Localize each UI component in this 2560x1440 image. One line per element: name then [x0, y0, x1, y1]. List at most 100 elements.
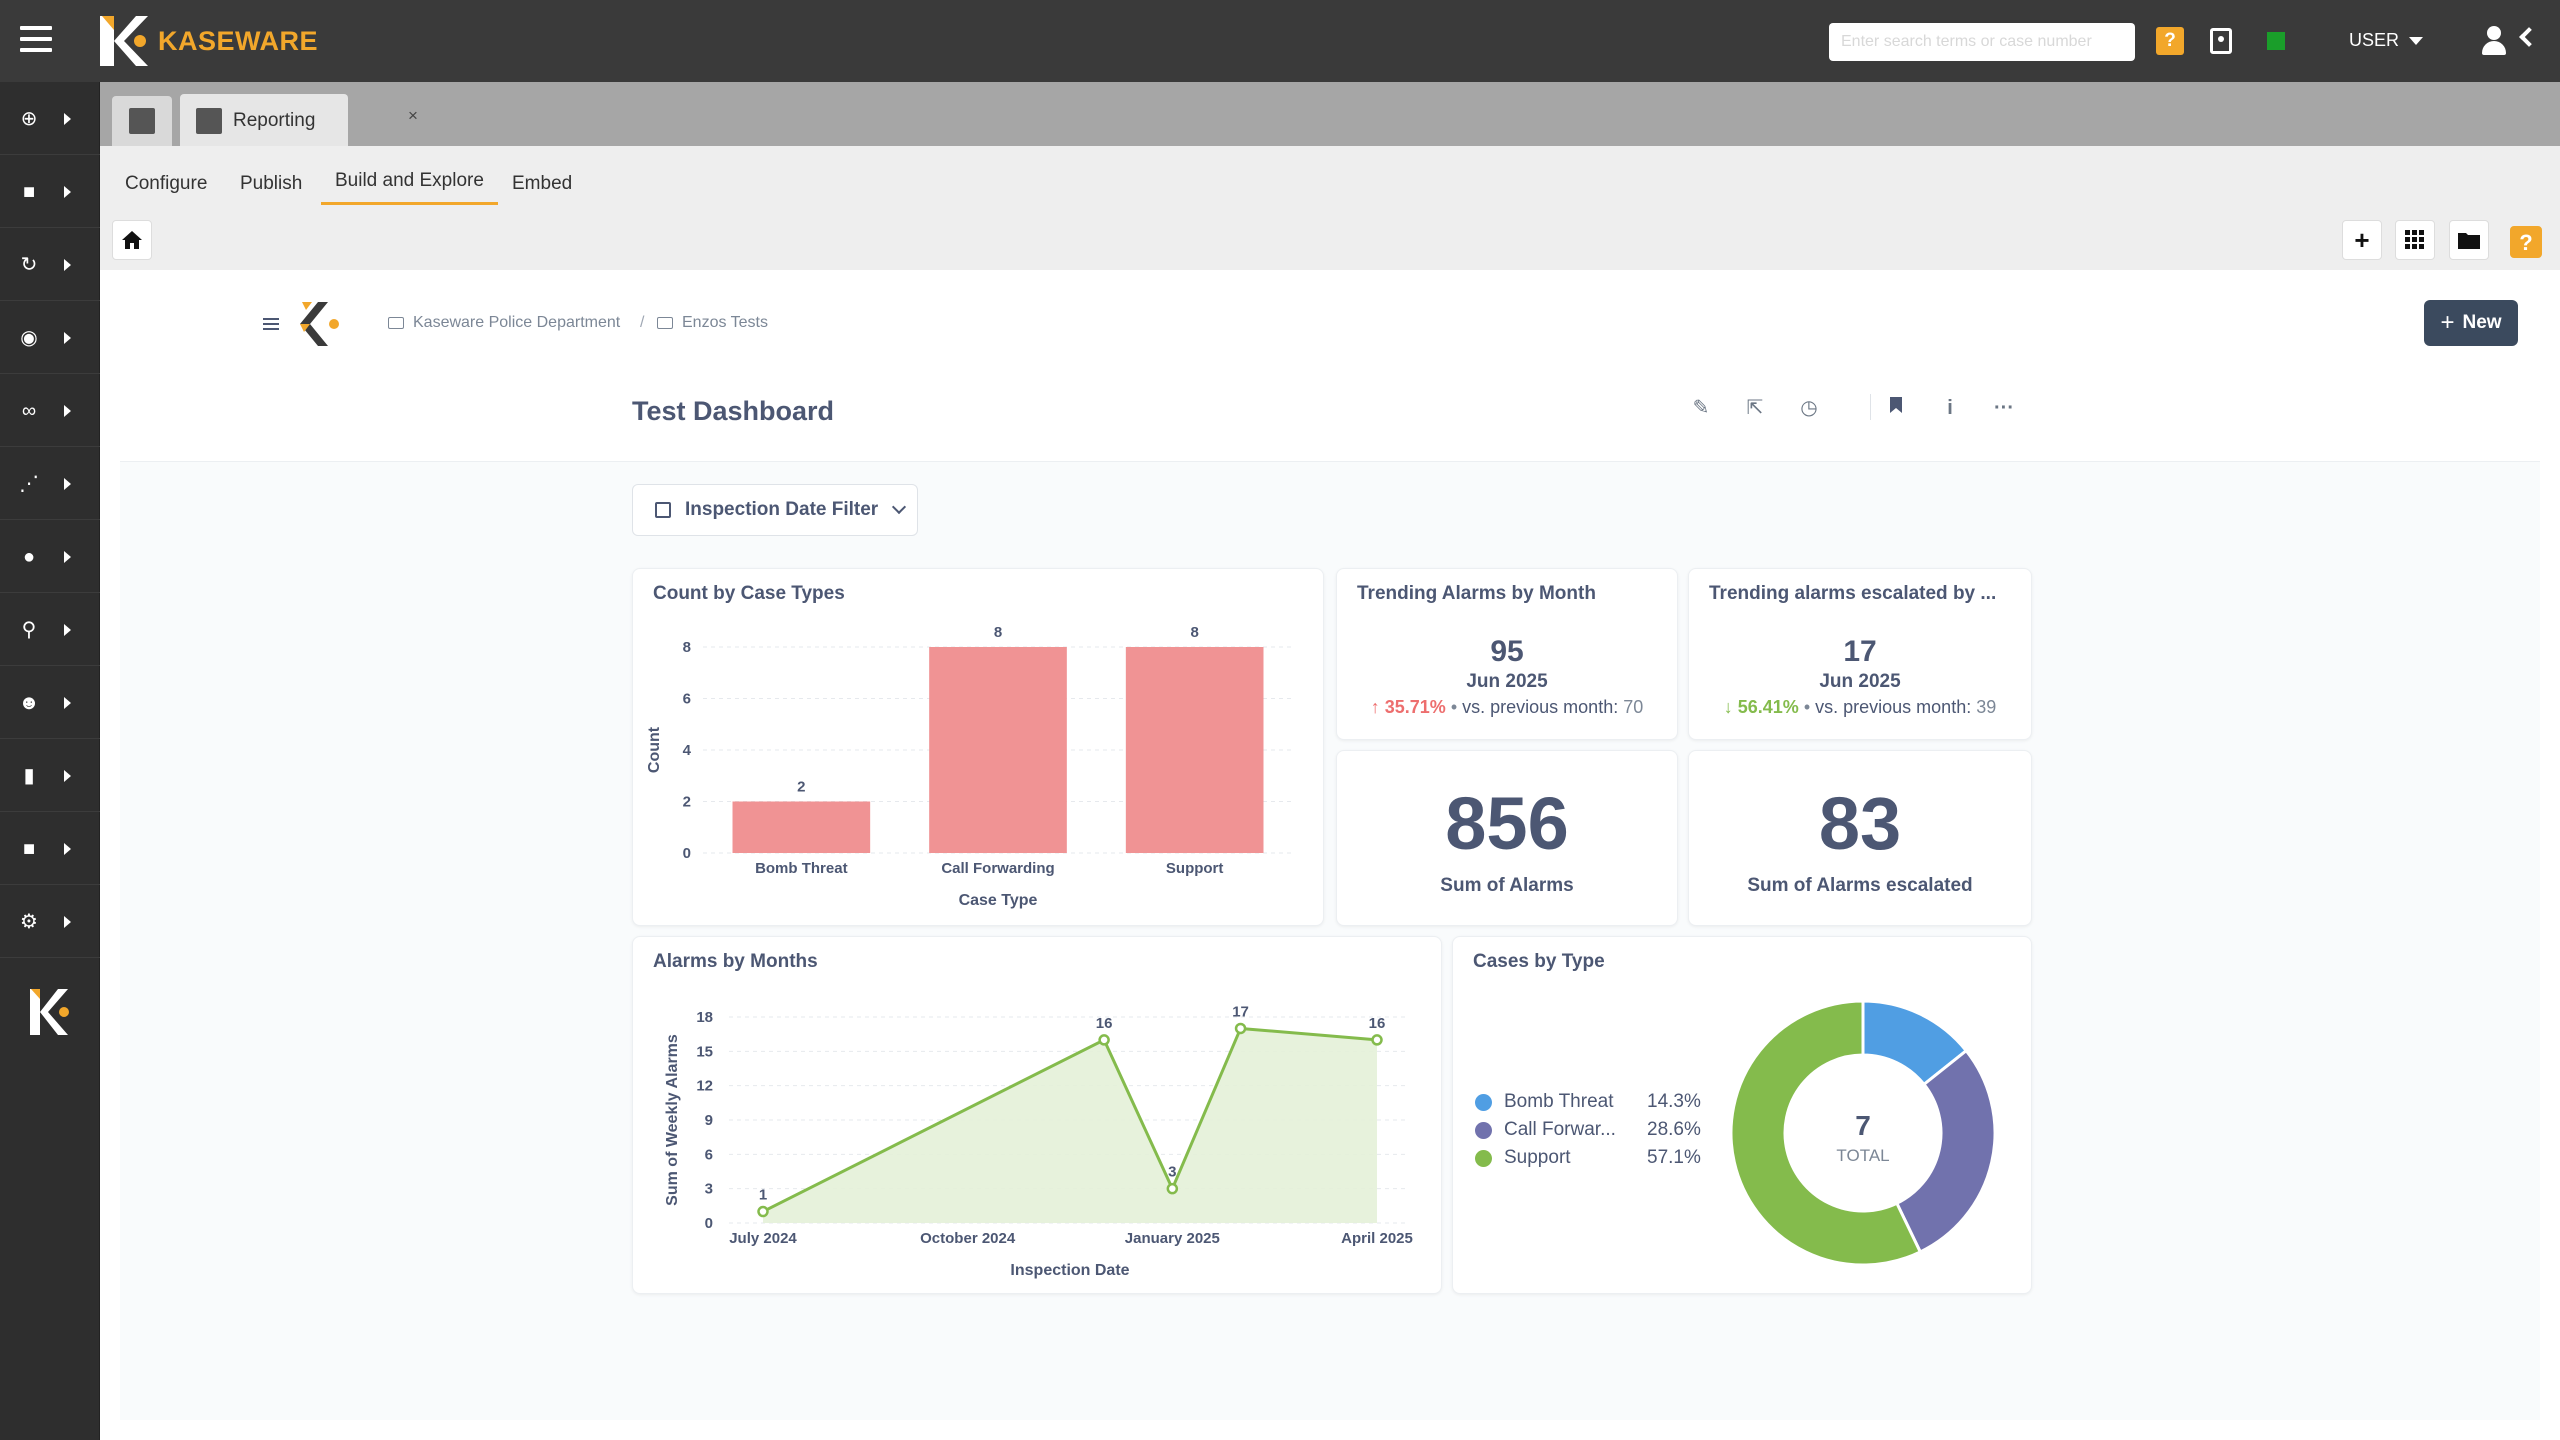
- report-content: Kaseware Police Department / Enzos Tests…: [100, 270, 2560, 1440]
- inspection-date-filter[interactable]: Inspection Date Filter: [632, 484, 918, 536]
- area-fill: [763, 1028, 1377, 1223]
- dashboard-title: Test Dashboard: [632, 396, 835, 426]
- data-point: [1098, 1034, 1110, 1046]
- sidebar-item-investigation[interactable]: ∞: [0, 374, 100, 447]
- square-icon: ■: [22, 838, 36, 860]
- file-icon: ▮: [23, 765, 35, 787]
- help-icon[interactable]: ?: [2156, 27, 2184, 55]
- tab-embed[interactable]: Embed: [512, 173, 573, 194]
- sidebar-item-refresh[interactable]: ↻: [0, 228, 100, 301]
- gears-icon: ⚙: [20, 911, 38, 933]
- bookmark-icon[interactable]: [1884, 396, 1908, 420]
- area-chart: 0 3 6 9 12 15 18 1 16 3 17 16 July 2024 October 2024 J…: [664, 1003, 1413, 1279]
- y-tick-label: 3: [705, 1181, 713, 1198]
- card-title: Trending Alarms by Month: [1357, 583, 1596, 604]
- tab-build-and-explore[interactable]: Build and Explore: [321, 170, 498, 205]
- trend-value: 17: [1843, 635, 1877, 668]
- dot-separator: •: [1450, 697, 1463, 717]
- sidebar-item-broadcast[interactable]: ◉: [0, 301, 100, 374]
- legend-item-call-forwarding[interactable]: Call Forwar...: [1475, 1119, 1616, 1141]
- help-button[interactable]: ?: [2510, 226, 2542, 258]
- nav-toggle-icon[interactable]: [263, 318, 279, 330]
- bar: [732, 801, 871, 853]
- folder-button[interactable]: [2449, 220, 2489, 260]
- user-profile-icon[interactable]: [2480, 26, 2508, 56]
- more-options-icon[interactable]: ···: [1994, 397, 2014, 419]
- card-sum-of-alarms-escalated[interactable]: 83 Sum of Alarms escalated: [1688, 750, 2032, 926]
- tab-configure[interactable]: Configure: [125, 173, 208, 194]
- new-button-label: New: [2462, 312, 2502, 333]
- history-clock-icon[interactable]: ◷: [1800, 397, 1818, 419]
- data-point: [1234, 1022, 1247, 1035]
- sidebar-item-link-analysis[interactable]: ⋰: [0, 447, 100, 520]
- folder-icon: [388, 317, 404, 329]
- tab-publish[interactable]: Publish: [240, 173, 303, 194]
- add-button[interactable]: +: [2342, 220, 2382, 260]
- card-count-by-case-types[interactable]: Count by Case Types 0 2 4 6 8 2 Bomb Threat 8 Ca…: [632, 568, 1324, 926]
- donut-slice: [1894, 1048, 1997, 1254]
- dashboard-canvas: Inspection Date Filter Count by Case Typ…: [120, 462, 2540, 1420]
- brand-logo[interactable]: KASEWARE: [98, 14, 318, 68]
- scalar-label: Sum of Alarms: [1440, 875, 1574, 896]
- share-icon[interactable]: ⇱: [1746, 397, 1764, 419]
- contact-card-icon[interactable]: [2210, 28, 2232, 54]
- point-data-label: 16: [1369, 1015, 1386, 1032]
- compare-label: vs. previous month:: [1815, 697, 1972, 717]
- sidebar-item-people[interactable]: ☻: [0, 666, 100, 739]
- legend-item-bomb-threat[interactable]: Bomb Threat: [1475, 1091, 1613, 1113]
- sidebar-item-create[interactable]: ⊕: [0, 82, 100, 155]
- global-search-input[interactable]: [1829, 23, 2135, 61]
- card-sum-of-alarms[interactable]: 856 Sum of Alarms: [1336, 750, 1678, 926]
- bar-chart: 0 2 4 6 8 2 Bomb Threat 8 Call Forwarding 8 Suppor…: [646, 624, 1293, 909]
- scalar-value: 83: [1818, 782, 1902, 865]
- breadcrumb-item-department[interactable]: Kaseware Police Department: [388, 314, 620, 332]
- scalar-value: 856: [1445, 782, 1569, 865]
- point-data-label: 17: [1232, 1003, 1249, 1020]
- sidebar-item-documents[interactable]: ▮: [0, 739, 100, 812]
- x-tick-label: Bomb Threat: [755, 860, 848, 877]
- home-icon: [129, 108, 155, 134]
- home-icon: [122, 231, 142, 249]
- breadcrumb-item-enzos-tests[interactable]: Enzos Tests: [657, 314, 768, 332]
- card-trending-escalated[interactable]: Trending alarms escalated by ... 17 Jun …: [1688, 568, 2032, 740]
- podcast-icon: ◉: [20, 327, 38, 349]
- legend-label: Support: [1504, 1147, 1571, 1168]
- close-icon[interactable]: ×: [408, 106, 418, 125]
- data-point: [1371, 1034, 1383, 1046]
- legend-percent: 57.1%: [1647, 1147, 1701, 1168]
- data-point: [757, 1205, 769, 1218]
- plus-icon: +: [2440, 309, 2455, 336]
- card-trending-alarms[interactable]: Trending Alarms by Month 95 Jun 2025 ↑ 3…: [1336, 568, 1678, 740]
- folder-icon: [2458, 233, 2480, 249]
- card-cases-by-type[interactable]: Cases by Type Bomb Threat 14.3% Call For…: [1452, 936, 2032, 1294]
- collapse-chevron-icon[interactable]: [2519, 27, 2539, 47]
- search-icon: ⚲: [21, 619, 37, 641]
- kaseware-logo-icon[interactable]: [298, 300, 344, 348]
- card-alarms-by-months[interactable]: Alarms by Months 0 3 6 9 12 15 18 1 16 3 17 16 July …: [632, 936, 1442, 1294]
- caret-right-icon: [64, 624, 71, 636]
- status-indicator-icon[interactable]: [2267, 32, 2285, 50]
- network-icon: ⋰: [19, 473, 39, 495]
- left-sidebar: ⊕ ■ ↻ ◉ ∞ ⋰ ● ⚲ ☻ ▮ ■ ⚙: [0, 82, 100, 1440]
- user-menu-dropdown[interactable]: USER: [2349, 30, 2424, 51]
- tab-home[interactable]: [112, 96, 172, 146]
- home-button[interactable]: [112, 220, 152, 260]
- edit-pencil-icon[interactable]: ✎: [1692, 397, 1710, 419]
- new-button[interactable]: + New: [2424, 300, 2518, 346]
- refresh-icon: ↻: [20, 254, 38, 276]
- tab-reporting[interactable]: Reporting ×: [180, 94, 418, 146]
- top-bar: KASEWARE ? USER: [0, 0, 2560, 82]
- bar: [1125, 647, 1264, 853]
- sidebar-item-cases[interactable]: ■: [0, 155, 100, 228]
- apps-grid-button[interactable]: [2395, 220, 2435, 260]
- sidebar-item-square[interactable]: ■: [0, 812, 100, 885]
- info-icon[interactable]: i: [1947, 397, 1953, 419]
- sidebar-item-globe[interactable]: ●: [0, 520, 100, 593]
- trend-change: 35.71%: [1384, 697, 1446, 717]
- y-tick-label: 12: [696, 1078, 713, 1095]
- main-menu-icon[interactable]: [20, 26, 52, 52]
- caret-right-icon: [64, 551, 71, 563]
- sidebar-item-search[interactable]: ⚲: [0, 593, 100, 666]
- legend-item-support[interactable]: Support: [1475, 1147, 1571, 1169]
- sidebar-item-settings[interactable]: ⚙: [0, 885, 100, 958]
